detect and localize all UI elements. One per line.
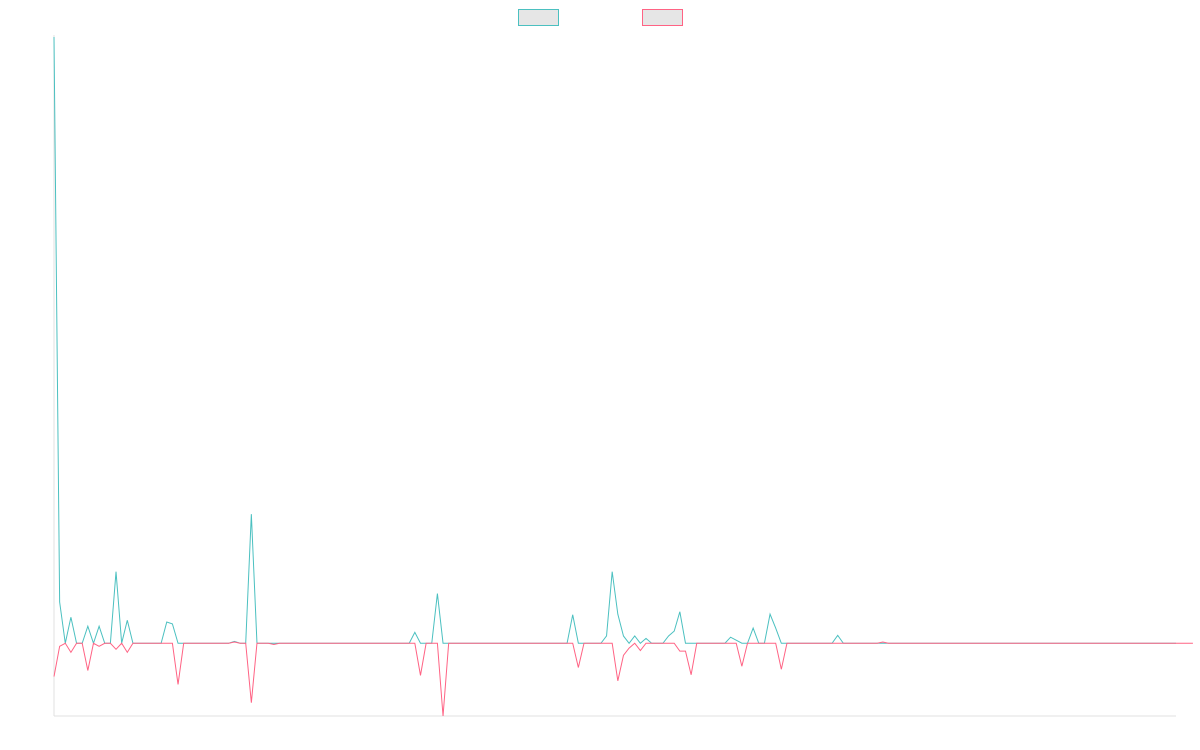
chart-axes [53,35,1176,717]
chart-series [53,36,1193,717]
series-line-2 [53,641,1193,717]
chart-legend[interactable] [518,9,683,26]
legend-swatch-series-1[interactable] [518,9,559,26]
series-line-1 [53,36,1176,645]
legend-swatch-series-2[interactable] [642,9,683,26]
